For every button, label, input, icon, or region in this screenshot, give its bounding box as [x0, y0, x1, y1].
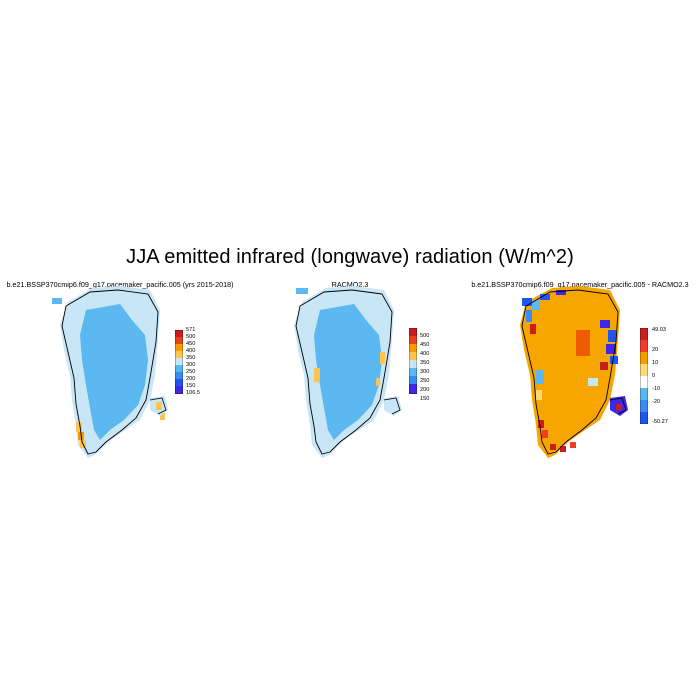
greenland-map-difference	[520, 286, 628, 458]
cbar-label: 10	[652, 360, 659, 366]
cbar-label: -10	[652, 386, 661, 392]
cbar-label: 450	[420, 342, 430, 348]
greenland-map-model	[52, 286, 168, 458]
cbar-label: 20	[652, 347, 659, 353]
cbar-label: 450	[186, 341, 196, 347]
cbar-label: 400	[420, 351, 430, 357]
figure-title: JJA emitted infrared (longwave) radiatio…	[126, 246, 574, 268]
cbar-label: 250	[186, 369, 196, 375]
cbar-label: 571	[186, 327, 196, 333]
coastline	[61, 289, 159, 455]
interior-field	[314, 304, 382, 440]
cbar-label: 500	[186, 334, 196, 340]
panel-racmo: RACMO2.3 500 450 400 350 300 250 200 150	[230, 280, 470, 480]
panel-model: b.e21.BSSP370cmip6.f09_g17.pacemaker_pac…	[0, 280, 240, 480]
cbar-label: 150	[420, 396, 430, 402]
cbar-label: 500	[420, 333, 430, 339]
cbar-label: 106.5	[186, 390, 200, 396]
cbar-label: 250	[420, 378, 430, 384]
panel-title-model: b.e21.BSSP370cmip6.f09_g17.pacemaker_pac…	[6, 280, 234, 289]
greenland-map-racmo	[294, 286, 402, 458]
cbar-label: 150	[186, 383, 196, 389]
cbar-label: 300	[186, 362, 196, 368]
panel-title-difference: b.e21.BSSP370cmip6.f09_g17.pacemaker_pac…	[471, 280, 689, 289]
panel-difference: b.e21.BSSP370cmip6.f09_g17.pacemaker_pac…	[460, 280, 700, 480]
cbar-label: 400	[186, 348, 196, 354]
cbar-label: -20	[652, 399, 661, 405]
cbar-label: 200	[186, 376, 196, 382]
cbar-label: 49.03	[652, 327, 666, 333]
cbar-label: 300	[420, 369, 430, 375]
colorbar-model	[175, 330, 183, 394]
colorbar-racmo	[409, 328, 417, 394]
colorbar-difference	[640, 328, 648, 424]
interior-field	[80, 304, 148, 440]
cbar-label: 350	[420, 360, 430, 366]
panel-title-racmo: RACMO2.3	[331, 280, 369, 289]
cbar-label: -50.27	[652, 419, 668, 425]
cbar-label: 0	[652, 373, 656, 379]
cbar-label: 350	[186, 355, 196, 361]
cbar-label: 200	[420, 387, 430, 393]
